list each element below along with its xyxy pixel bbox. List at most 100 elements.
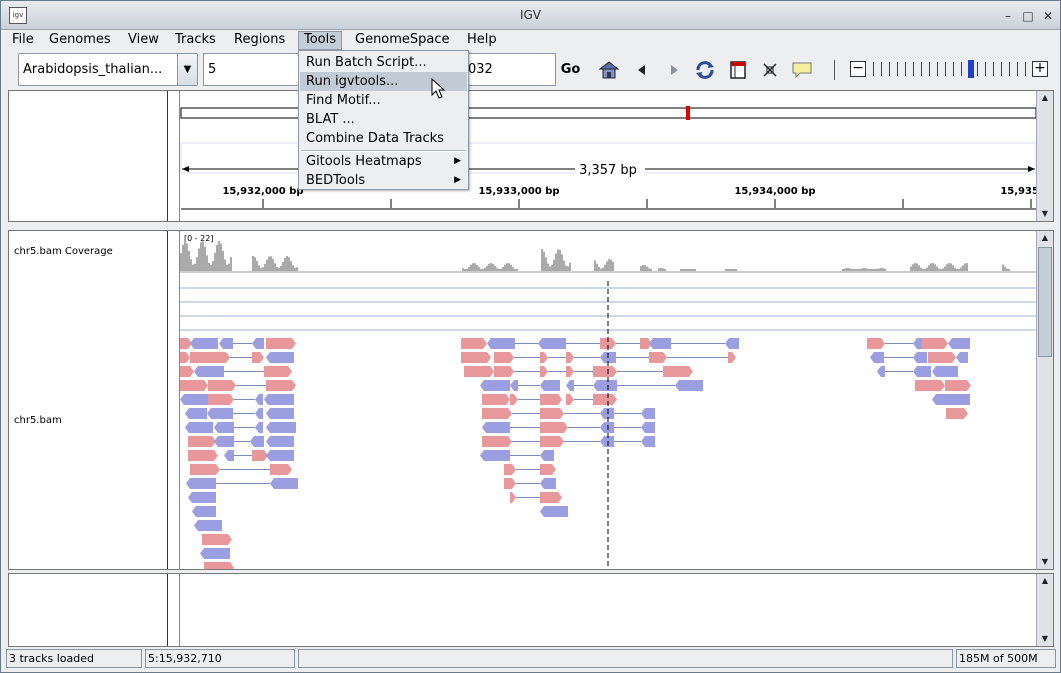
- coverage-bar: [198, 248, 200, 271]
- coverage-bar: [274, 263, 276, 271]
- coverage-bar: [934, 264, 936, 271]
- alignment-view[interactable]: [0 - 22]: [180, 231, 1038, 569]
- toolbar-divider: [834, 60, 835, 80]
- coverage-bar: [644, 265, 646, 271]
- genome-dropdown[interactable]: Arabidopsis_thalian... ▼: [18, 53, 198, 86]
- status-tracks-loaded: 3 tracks loaded: [6, 649, 142, 668]
- close-icon[interactable]: ✕: [1042, 9, 1054, 23]
- scrollbar-thumb[interactable]: [1038, 247, 1052, 357]
- submenu-arrow-icon: ▶: [454, 156, 461, 166]
- back-arrow-icon[interactable]: [631, 60, 653, 80]
- aligned-read: [641, 422, 655, 433]
- aligned-read: [725, 338, 739, 349]
- scroll-down-icon[interactable]: ▼: [1041, 209, 1049, 218]
- menu-item-combine-data-tracks[interactable]: Combine Data Tracks: [306, 131, 444, 146]
- coverage-bar: [282, 261, 284, 271]
- submenu-label: Gitools Heatmaps: [306, 154, 422, 169]
- coverage-bar: [936, 266, 938, 271]
- coverage-bar: [228, 263, 230, 271]
- aligned-read: [266, 450, 294, 461]
- menu-item-bedtools[interactable]: BEDTools ▶: [300, 171, 467, 190]
- aligned-read: [188, 436, 216, 447]
- coverage-bar: [508, 263, 510, 271]
- menu-tracks[interactable]: Tracks: [175, 32, 216, 47]
- coverage-bar: [226, 264, 228, 271]
- scroll-up-icon[interactable]: ▲: [1041, 93, 1049, 102]
- fit-icon[interactable]: [759, 60, 781, 80]
- aligned-read: [255, 422, 263, 433]
- menu-item-run-batch-script[interactable]: Run Batch Script...: [306, 55, 427, 70]
- aligned-read: [540, 422, 568, 433]
- coverage-bar: [222, 250, 224, 271]
- coverage-bar: [567, 266, 569, 271]
- chevron-down-icon[interactable]: ▼: [177, 54, 197, 85]
- locus-search-input[interactable]: 032: [467, 53, 556, 86]
- coverage-bar: [506, 263, 508, 271]
- data-scrollbar[interactable]: ▲ ▼: [1036, 231, 1053, 569]
- aligned-read: [870, 352, 884, 363]
- menu-help[interactable]: Help: [467, 32, 497, 47]
- aligned-read: [194, 366, 224, 377]
- aligned-read: [600, 422, 614, 433]
- alignment-track-name[interactable]: chr5.bam: [14, 415, 62, 426]
- go-button[interactable]: Go: [560, 62, 581, 77]
- aligned-read: [641, 436, 655, 447]
- chromosome-dropdown[interactable]: 5: [203, 53, 299, 86]
- aligned-read: [540, 380, 560, 391]
- aligned-read: [482, 436, 512, 447]
- coverage-bar: [502, 266, 504, 271]
- minimize-icon[interactable]: –: [1005, 9, 1011, 23]
- home-icon[interactable]: [598, 60, 620, 80]
- zoom-out-icon[interactable]: −: [850, 61, 866, 77]
- menu-view[interactable]: View: [128, 32, 159, 47]
- coverage-bar: [553, 259, 555, 271]
- coverage-bar: [290, 261, 292, 271]
- coverage-bar: [948, 263, 950, 271]
- refresh-icon[interactable]: [694, 60, 716, 80]
- coverage-bar: [878, 268, 880, 271]
- aligned-read: [264, 394, 294, 405]
- aligned-read: [593, 394, 617, 405]
- coverage-bar: [480, 268, 482, 271]
- coverage-bar: [694, 269, 696, 271]
- coverage-bar: [216, 244, 218, 271]
- menu-item-find-motif[interactable]: Find Motif...: [306, 93, 381, 108]
- maximize-icon[interactable]: □: [1022, 9, 1034, 23]
- zoom-slider[interactable]: [873, 62, 1029, 76]
- coverage-bar: [962, 265, 964, 271]
- zoom-in-icon[interactable]: +: [1032, 61, 1048, 77]
- span-label: 3,357 bp: [579, 163, 637, 178]
- menu-tools[interactable]: Tools: [298, 31, 343, 50]
- scroll-down-icon[interactable]: ▼: [1041, 557, 1049, 566]
- menu-file[interactable]: File: [12, 32, 34, 47]
- header-scrollbar[interactable]: ▲ ▼: [1036, 91, 1053, 221]
- coverage-range-label: [0 - 22]: [184, 234, 213, 243]
- coverage-bar: [648, 268, 650, 271]
- roi-icon[interactable]: [727, 60, 749, 80]
- coverage-bar: [569, 262, 571, 271]
- coverage-track-name[interactable]: chr5.bam Coverage: [14, 246, 113, 257]
- zoom-slider-thumb[interactable]: [968, 60, 974, 78]
- feature-scrollbar[interactable]: ▲ ▼: [1036, 574, 1053, 646]
- aligned-read: [540, 492, 562, 503]
- aligned-read: [202, 534, 232, 545]
- menu-genomespace[interactable]: GenomeSpace: [355, 32, 450, 47]
- menu-genomes[interactable]: Genomes: [49, 32, 111, 47]
- scroll-down-icon[interactable]: ▼: [1041, 634, 1049, 643]
- coverage-bar: [498, 269, 500, 271]
- menu-item-blat[interactable]: BLAT ...: [306, 112, 355, 127]
- forward-arrow-icon[interactable]: [663, 60, 685, 80]
- coverage-bar: [735, 269, 737, 271]
- coverage-bar: [194, 263, 196, 271]
- menu-item-run-igvtools[interactable]: Run igvtools...: [300, 72, 467, 91]
- coverage-bar: [940, 269, 942, 271]
- aligned-reads: [180, 338, 971, 569]
- aligned-read: [540, 352, 548, 363]
- coverage-bar: [543, 251, 545, 271]
- menu-regions[interactable]: Regions: [234, 32, 286, 47]
- scroll-up-icon[interactable]: ▲: [1041, 233, 1049, 242]
- scroll-up-icon[interactable]: ▲: [1041, 576, 1049, 585]
- menu-item-gitools-heatmaps[interactable]: Gitools Heatmaps ▶: [300, 152, 467, 171]
- popup-text-icon[interactable]: [791, 60, 813, 80]
- window-title: IGV: [519, 8, 542, 22]
